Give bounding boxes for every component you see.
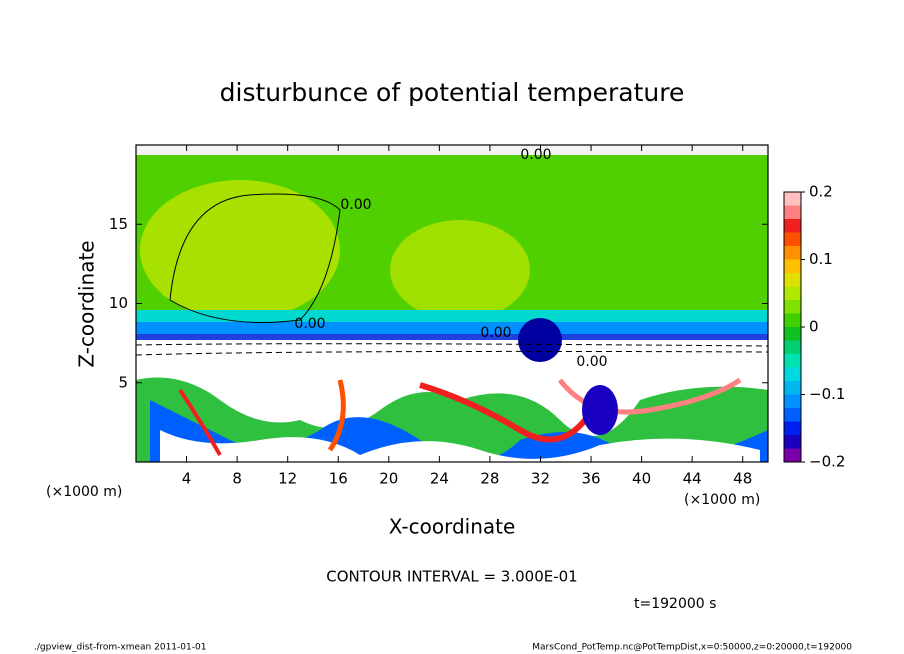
colorbar-cell (784, 232, 801, 246)
y-axis-label: Z-coordinate (75, 240, 99, 367)
colorbar-cell (784, 192, 801, 206)
y-tick-label: 10 (109, 294, 128, 312)
colorbar-cell (784, 408, 801, 422)
y-tick-label: 5 (118, 373, 128, 391)
contour-label: 0.00 (340, 197, 371, 213)
colorbar-tick-label: 0 (809, 318, 819, 336)
contour-label: 0.00 (294, 316, 325, 332)
contour-label: 0.00 (520, 147, 551, 163)
contour-label: 0.00 (576, 354, 607, 370)
colorbar-cell (784, 394, 801, 408)
colorbar-cell (784, 246, 801, 260)
x-tick-label: 32 (531, 470, 550, 488)
x-tick-label: 40 (632, 470, 651, 488)
x-tick-label: 16 (329, 470, 348, 488)
colorbar-cell (784, 421, 801, 435)
x-tick-label: 36 (581, 470, 600, 488)
x-tick-label: 20 (379, 470, 398, 488)
x-tick-label: 28 (480, 470, 499, 488)
x-tick-label: 4 (182, 470, 192, 488)
footer-left: ./gpview_dist-from-xmean 2011-01-01 (34, 643, 206, 653)
x-tick-label: 8 (232, 470, 242, 488)
colorbar-tick-label: 0.2 (809, 183, 833, 201)
colorbar-cell (784, 448, 801, 462)
colorbar-cell (784, 327, 801, 341)
x-tick-label: 48 (733, 470, 752, 488)
colorbar-tick-label: −0.2 (809, 453, 845, 471)
x-tick-label: 12 (278, 470, 297, 488)
colorbar-cell (784, 259, 801, 273)
chart-title: disturbunce of potential temperature (220, 78, 685, 107)
y-unit-label: (×1000 m) (46, 484, 122, 500)
time-label: t=192000 s (634, 596, 716, 612)
colorbar-cell (784, 273, 801, 287)
colorbar-cell (784, 300, 801, 314)
x-unit-label: (×1000 m) (684, 492, 760, 508)
colorbar-tick-label: −0.1 (809, 385, 845, 403)
contour-interval: CONTOUR INTERVAL = 3.000E-01 (326, 568, 577, 586)
x-tick-label: 44 (683, 470, 702, 488)
colorbar-cell (784, 381, 801, 395)
colorbar-cell (784, 205, 801, 219)
colorbar-cell (784, 313, 801, 327)
colorbar-tick-label: 0.1 (809, 250, 833, 268)
colorbar-cell (784, 219, 801, 233)
x-axis-label: X-coordinate (389, 515, 516, 539)
colorbar-cell (784, 367, 801, 381)
contour-label: 0.00 (480, 325, 511, 341)
contour-field (136, 145, 768, 462)
colorbar-cell (784, 435, 801, 449)
y-tick-label: 15 (109, 215, 128, 233)
colorbar-cell (784, 286, 801, 300)
colorbar-cell (784, 340, 801, 354)
footer-right: MarsCond_PotTemp.nc@PotTempDist,x=0:5000… (532, 643, 852, 653)
x-tick-label: 24 (430, 470, 449, 488)
colorbar-cell (784, 354, 801, 368)
